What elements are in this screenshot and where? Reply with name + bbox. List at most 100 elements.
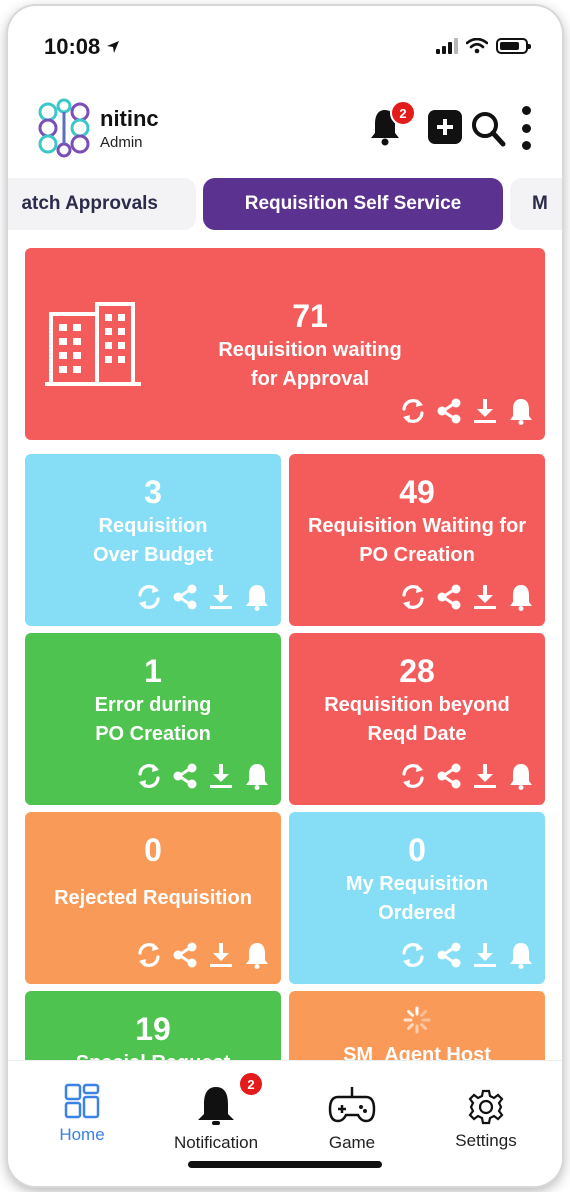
add-button[interactable] — [428, 110, 462, 144]
status-time: 10:08 — [44, 34, 120, 60]
download-icon[interactable] — [471, 397, 499, 430]
card-error-po-creation[interactable]: 1 Error during PO Creation — [25, 633, 281, 805]
refresh-icon[interactable] — [399, 762, 427, 795]
refresh-icon[interactable] — [135, 762, 163, 795]
bell-icon[interactable] — [243, 583, 271, 616]
building-icon — [45, 302, 141, 386]
nav-notification[interactable]: 2 Notification — [156, 1071, 276, 1153]
home-grid-icon — [64, 1083, 100, 1119]
card-count: 19 — [135, 1011, 171, 1047]
card-actions — [399, 762, 535, 795]
card-actions — [135, 762, 271, 795]
header-notification-button[interactable]: 2 — [368, 100, 416, 150]
card-count: 28 — [399, 653, 435, 689]
card-count: 71 — [292, 298, 328, 334]
card-label: Requisition beyond Reqd Date — [289, 691, 545, 749]
refresh-icon[interactable] — [135, 583, 163, 616]
status-bar: 10:08 — [8, 6, 562, 76]
download-icon[interactable] — [471, 941, 499, 974]
tab-bar: atch Approvals Requisition Self Service … — [8, 178, 562, 230]
card-count: 0 — [144, 832, 162, 868]
bell-icon[interactable] — [243, 762, 271, 795]
bottom-nav: Home 2 Notification Game — [8, 1060, 562, 1186]
card-label-line2: Over Budget — [92, 544, 214, 566]
dashboard-cards: 71 Requisition waiting for Approval 3 Re… — [8, 240, 562, 1060]
card-requisition-waiting-po[interactable]: 49 Requisition Waiting for PO Creation — [289, 454, 545, 626]
share-icon[interactable] — [171, 941, 199, 974]
card-label: SM_Agent Host — [289, 1041, 545, 1060]
phone-screen: 10:08 — [8, 6, 562, 1186]
bell-icon — [198, 1087, 234, 1125]
tab-next[interactable]: M — [510, 178, 562, 230]
refresh-icon[interactable] — [399, 941, 427, 974]
card-my-requisition-ordered[interactable]: 0 My Requisition Ordered — [289, 812, 545, 984]
nav-settings[interactable]: Settings — [426, 1089, 546, 1151]
org-role: Admin — [100, 134, 143, 151]
nav-home-label: Home — [59, 1125, 105, 1144]
refresh-icon[interactable] — [399, 583, 427, 616]
gamepad-icon — [328, 1087, 376, 1123]
card-label: My Requisition Ordered — [289, 870, 545, 928]
home-indicator — [188, 1161, 382, 1168]
refresh-icon[interactable] — [399, 397, 427, 430]
share-icon[interactable] — [435, 941, 463, 974]
card-label: Requisition Waiting for PO Creation — [289, 512, 545, 570]
tab-requisition-self-service[interactable]: Requisition Self Service — [203, 178, 503, 230]
status-indicators — [436, 38, 531, 54]
card-actions — [399, 397, 535, 430]
more-vertical-icon[interactable] — [516, 104, 536, 152]
share-icon[interactable] — [171, 583, 199, 616]
download-icon[interactable] — [471, 762, 499, 795]
card-label-line1: Rejected Requisition — [54, 887, 252, 909]
download-icon[interactable] — [207, 583, 235, 616]
org-name: nitinc — [100, 106, 159, 131]
gear-icon — [468, 1089, 504, 1125]
bell-icon[interactable] — [507, 941, 535, 974]
nav-game[interactable]: Game — [292, 1083, 412, 1153]
card-actions — [135, 583, 271, 616]
tab-batch-approvals[interactable]: atch Approvals — [8, 178, 196, 230]
nav-settings-label: Settings — [455, 1131, 517, 1150]
search-icon — [472, 112, 506, 147]
refresh-icon[interactable] — [135, 941, 163, 974]
bell-icon[interactable] — [507, 762, 535, 795]
card-requisition-waiting-approval[interactable]: 71 Requisition waiting for Approval — [25, 248, 545, 440]
card-label-line1: Error during — [94, 694, 212, 716]
nav-game-label: Game — [328, 1133, 376, 1152]
card-label-line1: Requisition beyond — [324, 694, 510, 716]
card-label-line2: PO Creation — [95, 723, 211, 745]
share-icon[interactable] — [171, 762, 199, 795]
bell-icon[interactable] — [507, 397, 535, 430]
share-icon[interactable] — [435, 397, 463, 430]
notification-count-badge: 2 — [390, 100, 416, 126]
card-label: Error during PO Creation — [25, 691, 281, 749]
nav-home[interactable]: Home — [22, 1083, 142, 1145]
loading-spinner-icon — [403, 1006, 431, 1034]
status-time-text: 10:08 — [44, 34, 101, 59]
bell-icon[interactable] — [243, 941, 271, 974]
brain-logo-icon — [38, 98, 90, 158]
bell-icon[interactable] — [507, 583, 535, 616]
download-icon[interactable] — [207, 762, 235, 795]
card-requisition-over-budget[interactable]: 3 Requisition Over Budget — [25, 454, 281, 626]
card-rejected-requisition[interactable]: 0 Rejected Requisition — [25, 812, 281, 984]
card-label: Rejected Requisition — [25, 884, 281, 913]
battery-icon — [496, 38, 531, 54]
plus-icon — [437, 119, 453, 135]
app-header: nitinc Admin 2 — [8, 86, 562, 176]
share-icon[interactable] — [435, 762, 463, 795]
card-sm-agent-host[interactable]: SM_Agent Host — [289, 991, 545, 1060]
nav-notification-label: Notification — [173, 1133, 259, 1152]
card-label-line2: Reqd Date — [367, 723, 467, 745]
cellular-signal-icon — [436, 38, 458, 54]
location-arrow-icon — [107, 41, 120, 53]
share-icon[interactable] — [435, 583, 463, 616]
download-icon[interactable] — [207, 941, 235, 974]
card-label-line1: SM_Agent Host — [343, 1044, 491, 1060]
card-special-request[interactable]: 19 Special Request — [25, 991, 281, 1060]
search-button[interactable] — [470, 108, 506, 148]
download-icon[interactable] — [471, 583, 499, 616]
wifi-icon — [466, 38, 488, 54]
card-requisition-beyond-date[interactable]: 28 Requisition beyond Reqd Date — [289, 633, 545, 805]
card-actions — [135, 941, 271, 974]
